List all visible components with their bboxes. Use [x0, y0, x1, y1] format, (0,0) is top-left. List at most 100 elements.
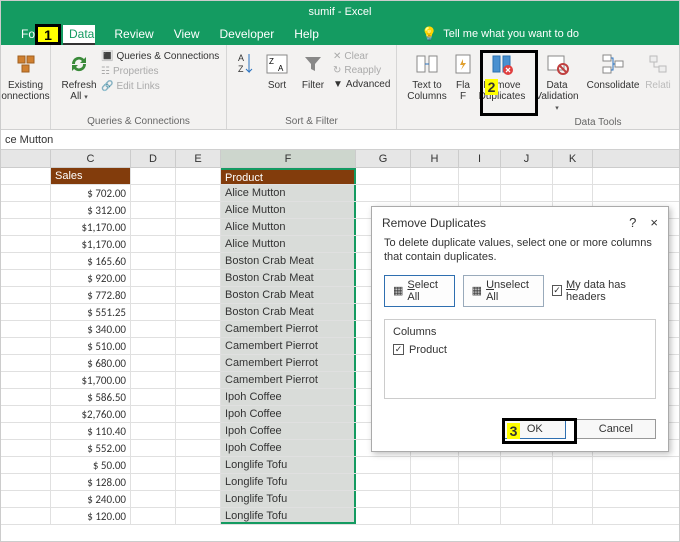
cell[interactable]: [131, 491, 176, 507]
cell[interactable]: [356, 185, 411, 201]
cell[interactable]: [176, 168, 221, 184]
col-header-g[interactable]: G: [356, 150, 411, 167]
cell[interactable]: [176, 423, 221, 439]
cell-sales[interactable]: $ 128.00: [51, 474, 131, 490]
queries-connections-button[interactable]: 🔳Queries & Connections: [101, 50, 219, 63]
existing-connections-button[interactable]: Existing onnections: [7, 48, 44, 104]
cell-sales[interactable]: $ 340.00: [51, 321, 131, 337]
cell[interactable]: [1, 168, 51, 184]
cell[interactable]: [1, 491, 51, 507]
tab-review[interactable]: Review: [104, 24, 163, 44]
cell[interactable]: [176, 253, 221, 269]
reapply-button[interactable]: ↻Reapply: [333, 64, 390, 77]
advanced-button[interactable]: ▼Advanced: [333, 78, 390, 91]
cell-product[interactable]: Boston Crab Meat: [221, 253, 356, 269]
dialog-close-button[interactable]: ×: [650, 215, 658, 230]
cell[interactable]: [176, 236, 221, 252]
cell[interactable]: [411, 185, 459, 201]
clear-button[interactable]: ✕Clear: [333, 50, 390, 63]
tab-data-active[interactable]: Data: [63, 25, 95, 45]
cell[interactable]: [553, 474, 593, 490]
cell-sales[interactable]: $ 510.00: [51, 338, 131, 354]
cell-product[interactable]: Boston Crab Meat: [221, 304, 356, 320]
cell[interactable]: [131, 321, 176, 337]
cell[interactable]: [1, 355, 51, 371]
cancel-button[interactable]: Cancel: [576, 419, 656, 439]
cell[interactable]: [411, 474, 459, 490]
consolidate-button[interactable]: Consolidate: [585, 48, 641, 115]
data-validation-button[interactable]: Data Validation ▾: [531, 48, 583, 115]
cell[interactable]: [459, 457, 501, 473]
cell[interactable]: [459, 168, 501, 184]
cell-product[interactable]: Boston Crab Meat: [221, 287, 356, 303]
cell-sales[interactable]: $1,170.00: [51, 219, 131, 235]
cell[interactable]: [553, 491, 593, 507]
cell[interactable]: [553, 185, 593, 201]
cell[interactable]: [176, 406, 221, 422]
cell-product[interactable]: Alice Mutton: [221, 185, 356, 201]
cell[interactable]: [176, 474, 221, 490]
cell[interactable]: [356, 457, 411, 473]
cell[interactable]: [131, 304, 176, 320]
edit-links-button[interactable]: 🔗Edit Links: [101, 80, 219, 93]
cell[interactable]: [131, 508, 176, 524]
cell[interactable]: [1, 474, 51, 490]
cell[interactable]: [1, 202, 51, 218]
cell-sales[interactable]: $ 586.50: [51, 389, 131, 405]
col-header-f[interactable]: F: [221, 150, 356, 167]
cell-product[interactable]: Ipoh Coffee: [221, 389, 356, 405]
column-product-checkbox[interactable]: [393, 344, 404, 355]
cell[interactable]: [1, 508, 51, 524]
cell[interactable]: [1, 236, 51, 252]
select-all-button[interactable]: ▦ Select All: [384, 275, 455, 307]
cell-product[interactable]: Ipoh Coffee: [221, 440, 356, 456]
cell[interactable]: [131, 168, 176, 184]
refresh-all-button[interactable]: Refresh All ▾: [57, 48, 101, 104]
cell[interactable]: [131, 389, 176, 405]
cell[interactable]: [411, 508, 459, 524]
cell-sales[interactable]: $2,760.00: [51, 406, 131, 422]
cell[interactable]: [1, 457, 51, 473]
cell[interactable]: [131, 236, 176, 252]
cell[interactable]: [1, 423, 51, 439]
cell-sales[interactable]: $ 551.25: [51, 304, 131, 320]
col-header-d[interactable]: D: [131, 150, 176, 167]
cell[interactable]: [131, 423, 176, 439]
cell-sales[interactable]: $1,170.00: [51, 236, 131, 252]
tab-view[interactable]: View: [164, 24, 210, 44]
cell[interactable]: [1, 219, 51, 235]
cell[interactable]: [176, 219, 221, 235]
cell[interactable]: [1, 287, 51, 303]
cell[interactable]: [501, 474, 553, 490]
cell[interactable]: [459, 474, 501, 490]
cell[interactable]: [1, 270, 51, 286]
cell[interactable]: [501, 457, 553, 473]
cell[interactable]: [1, 185, 51, 201]
cell[interactable]: [501, 491, 553, 507]
cell[interactable]: [459, 185, 501, 201]
cell[interactable]: [131, 202, 176, 218]
cell[interactable]: [411, 168, 459, 184]
cell[interactable]: [356, 168, 411, 184]
cell[interactable]: [1, 440, 51, 456]
tell-me-text[interactable]: Tell me what you want to do: [443, 28, 579, 40]
cell[interactable]: [1, 321, 51, 337]
cell-sales[interactable]: $ 240.00: [51, 491, 131, 507]
tab-developer[interactable]: Developer: [210, 24, 285, 44]
dialog-help-button[interactable]: ?: [629, 215, 636, 230]
cell[interactable]: [411, 457, 459, 473]
cell-sales[interactable]: $ 772.80: [51, 287, 131, 303]
text-to-columns-button[interactable]: Text to Columns: [403, 48, 451, 115]
cell[interactable]: [1, 389, 51, 405]
sort-asc-button[interactable]: AZ: [233, 48, 257, 93]
cell[interactable]: [356, 491, 411, 507]
cell[interactable]: [176, 508, 221, 524]
cell-product[interactable]: Longlife Tofu: [221, 457, 356, 473]
cell-product[interactable]: Alice Mutton: [221, 202, 356, 218]
cell-sales[interactable]: $1,700.00: [51, 372, 131, 388]
cell-sales[interactable]: $ 552.00: [51, 440, 131, 456]
headers-checkbox[interactable]: [552, 285, 562, 296]
cell-sales[interactable]: $ 920.00: [51, 270, 131, 286]
cell[interactable]: [176, 440, 221, 456]
cell[interactable]: [459, 508, 501, 524]
